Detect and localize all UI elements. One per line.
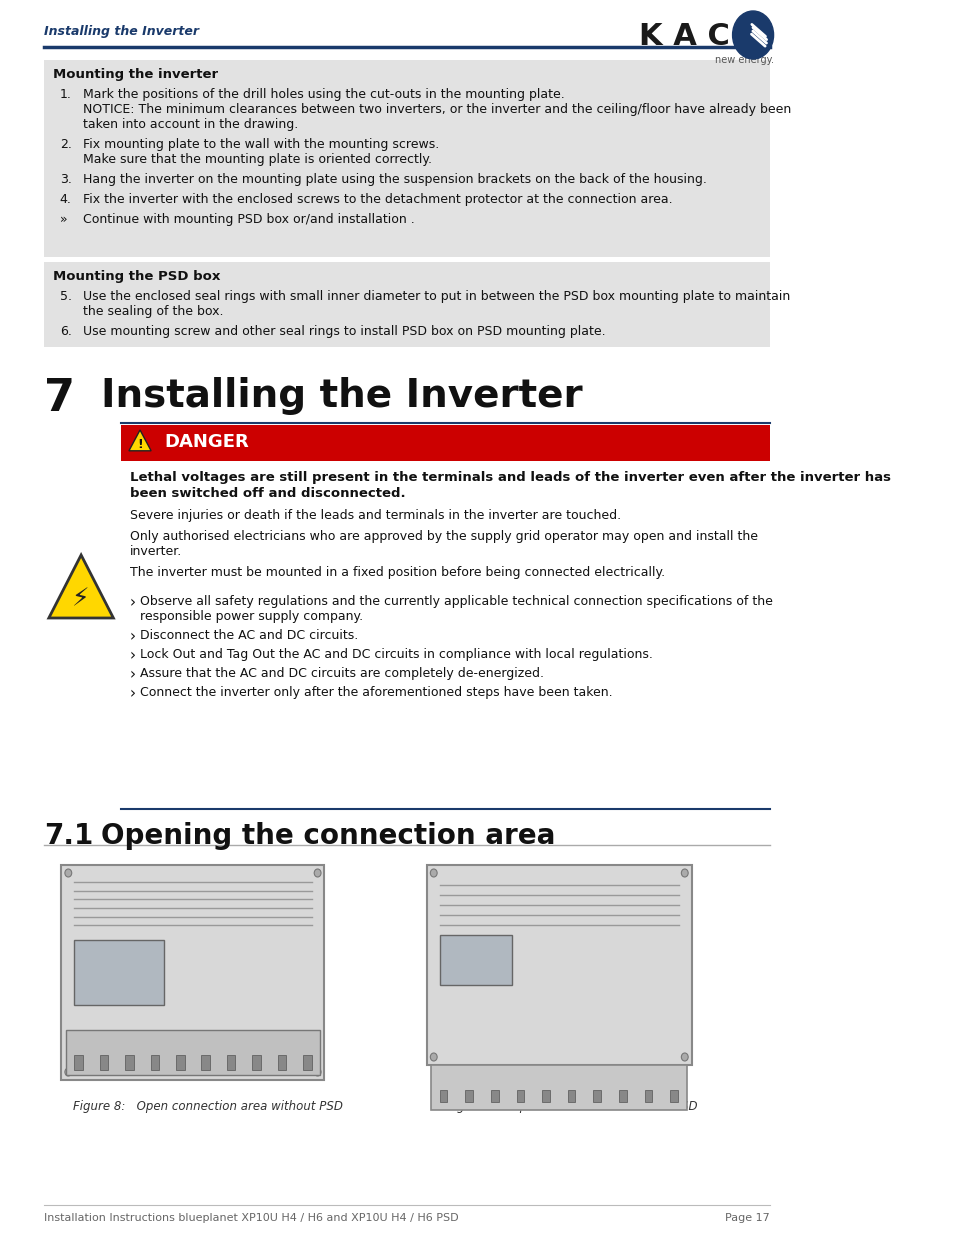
- Text: Lethal voltages are still present in the terminals and leads of the inverter eve: Lethal voltages are still present in the…: [130, 471, 890, 484]
- Text: Use the enclosed seal rings with small inner diameter to put in between the PSD : Use the enclosed seal rings with small i…: [83, 290, 789, 303]
- Polygon shape: [49, 555, 113, 618]
- Text: DANGER: DANGER: [164, 433, 249, 451]
- Text: 6.: 6.: [60, 325, 71, 338]
- Text: Hang the inverter on the mounting plate using the suspension brackets on the bac: Hang the inverter on the mounting plate …: [83, 173, 706, 186]
- FancyBboxPatch shape: [100, 1055, 108, 1070]
- Text: Installing the Inverter: Installing the Inverter: [45, 25, 199, 38]
- Text: 5.: 5.: [60, 290, 71, 303]
- FancyBboxPatch shape: [277, 1055, 286, 1070]
- Text: Connect the inverter only after the aforementioned steps have been taken.: Connect the inverter only after the afor…: [140, 685, 612, 699]
- Text: Severe injuries or death if the leads and terminals in the inverter are touched.: Severe injuries or death if the leads an…: [130, 509, 620, 522]
- FancyBboxPatch shape: [121, 425, 769, 461]
- Circle shape: [430, 869, 436, 877]
- FancyBboxPatch shape: [670, 1091, 678, 1102]
- FancyBboxPatch shape: [227, 1055, 235, 1070]
- Text: Continue with mounting PSD box or/and installation .: Continue with mounting PSD box or/and in…: [83, 212, 415, 226]
- Text: Opening the connection area: Opening the connection area: [101, 823, 555, 850]
- Text: 3.: 3.: [60, 173, 71, 186]
- FancyBboxPatch shape: [431, 1065, 686, 1110]
- Text: Disconnect the AC and DC circuits.: Disconnect the AC and DC circuits.: [140, 629, 358, 642]
- Text: Mounting the inverter: Mounting the inverter: [52, 68, 218, 82]
- FancyBboxPatch shape: [644, 1091, 652, 1102]
- Text: Only authorised electricians who are approved by the supply grid operator may op: Only authorised electricians who are app…: [130, 530, 757, 543]
- Text: inverter.: inverter.: [130, 545, 182, 558]
- Text: Installation Instructions blueplanet XP10U H4 / H6 and XP10U H4 / H6 PSD: Installation Instructions blueplanet XP1…: [45, 1213, 458, 1223]
- Text: Lock Out and Tag Out the AC and DC circuits in compliance with local regulations: Lock Out and Tag Out the AC and DC circu…: [140, 648, 652, 661]
- Text: 2.: 2.: [60, 138, 71, 151]
- FancyBboxPatch shape: [439, 935, 512, 986]
- FancyBboxPatch shape: [45, 61, 769, 257]
- Text: 7: 7: [45, 377, 75, 420]
- Circle shape: [732, 11, 773, 59]
- FancyBboxPatch shape: [201, 1055, 210, 1070]
- Text: 4.: 4.: [60, 193, 71, 206]
- FancyBboxPatch shape: [45, 262, 769, 347]
- Text: Installing the Inverter: Installing the Inverter: [101, 377, 581, 415]
- Text: ›: ›: [130, 685, 135, 701]
- FancyBboxPatch shape: [567, 1091, 575, 1102]
- Text: Figure 9:   Open connection area with PSD: Figure 9: Open connection area with PSD: [446, 1100, 697, 1113]
- Text: Assure that the AC and DC circuits are completely de-energized.: Assure that the AC and DC circuits are c…: [140, 667, 543, 680]
- Text: »: »: [60, 212, 68, 226]
- FancyBboxPatch shape: [175, 1055, 184, 1070]
- FancyBboxPatch shape: [465, 1091, 473, 1102]
- FancyBboxPatch shape: [618, 1091, 626, 1102]
- FancyBboxPatch shape: [516, 1091, 524, 1102]
- Circle shape: [314, 1068, 321, 1076]
- Text: !: !: [137, 438, 143, 452]
- FancyBboxPatch shape: [426, 864, 691, 1065]
- Text: Observe all safety regulations and the currently applicable technical connection: Observe all safety regulations and the c…: [140, 595, 772, 608]
- FancyBboxPatch shape: [66, 1030, 320, 1074]
- Text: Use mounting screw and other seal rings to install PSD box on PSD mounting plate: Use mounting screw and other seal rings …: [83, 325, 605, 338]
- Text: ›: ›: [130, 629, 135, 643]
- FancyBboxPatch shape: [252, 1055, 260, 1070]
- FancyBboxPatch shape: [151, 1055, 159, 1070]
- FancyBboxPatch shape: [491, 1091, 498, 1102]
- Text: Fix mounting plate to the wall with the mounting screws.: Fix mounting plate to the wall with the …: [83, 138, 438, 151]
- FancyBboxPatch shape: [61, 864, 324, 1079]
- FancyBboxPatch shape: [303, 1055, 312, 1070]
- Text: taken into account in the drawing.: taken into account in the drawing.: [83, 119, 297, 131]
- Text: responsible power supply company.: responsible power supply company.: [140, 610, 363, 622]
- Text: NOTICE: The minimum clearances between two inverters, or the inverter and the ce: NOTICE: The minimum clearances between t…: [83, 103, 790, 116]
- FancyBboxPatch shape: [74, 940, 164, 1005]
- Text: new energy.: new energy.: [714, 56, 773, 65]
- FancyBboxPatch shape: [74, 1055, 83, 1070]
- Text: 7.1: 7.1: [45, 823, 93, 850]
- FancyBboxPatch shape: [541, 1091, 549, 1102]
- Text: K A C O: K A C O: [638, 22, 765, 51]
- Text: Make sure that the mounting plate is oriented correctly.: Make sure that the mounting plate is ori…: [83, 153, 432, 165]
- Text: Fix the inverter with the enclosed screws to the detachment protector at the con: Fix the inverter with the enclosed screw…: [83, 193, 672, 206]
- Circle shape: [65, 869, 71, 877]
- Text: The inverter must be mounted in a fixed position before being connected electric: The inverter must be mounted in a fixed …: [130, 566, 664, 579]
- FancyBboxPatch shape: [593, 1091, 600, 1102]
- Circle shape: [314, 869, 321, 877]
- Circle shape: [65, 1068, 71, 1076]
- Circle shape: [680, 1053, 687, 1061]
- Text: Mounting the PSD box: Mounting the PSD box: [52, 270, 220, 283]
- Text: ›: ›: [130, 667, 135, 682]
- Text: Page 17: Page 17: [724, 1213, 769, 1223]
- Text: Mark the positions of the drill holes using the cut-outs in the mounting plate.: Mark the positions of the drill holes us…: [83, 88, 564, 101]
- FancyBboxPatch shape: [439, 1091, 447, 1102]
- Text: ›: ›: [130, 595, 135, 610]
- Text: ⚡: ⚡: [72, 587, 90, 611]
- Text: been switched off and disconnected.: been switched off and disconnected.: [130, 487, 405, 500]
- Polygon shape: [129, 430, 151, 451]
- Text: Figure 8:   Open connection area without PSD: Figure 8: Open connection area without P…: [72, 1100, 342, 1113]
- Circle shape: [430, 1053, 436, 1061]
- Circle shape: [680, 869, 687, 877]
- Text: the sealing of the box.: the sealing of the box.: [83, 305, 223, 317]
- FancyBboxPatch shape: [125, 1055, 133, 1070]
- Text: ›: ›: [130, 648, 135, 663]
- Text: 1.: 1.: [60, 88, 71, 101]
